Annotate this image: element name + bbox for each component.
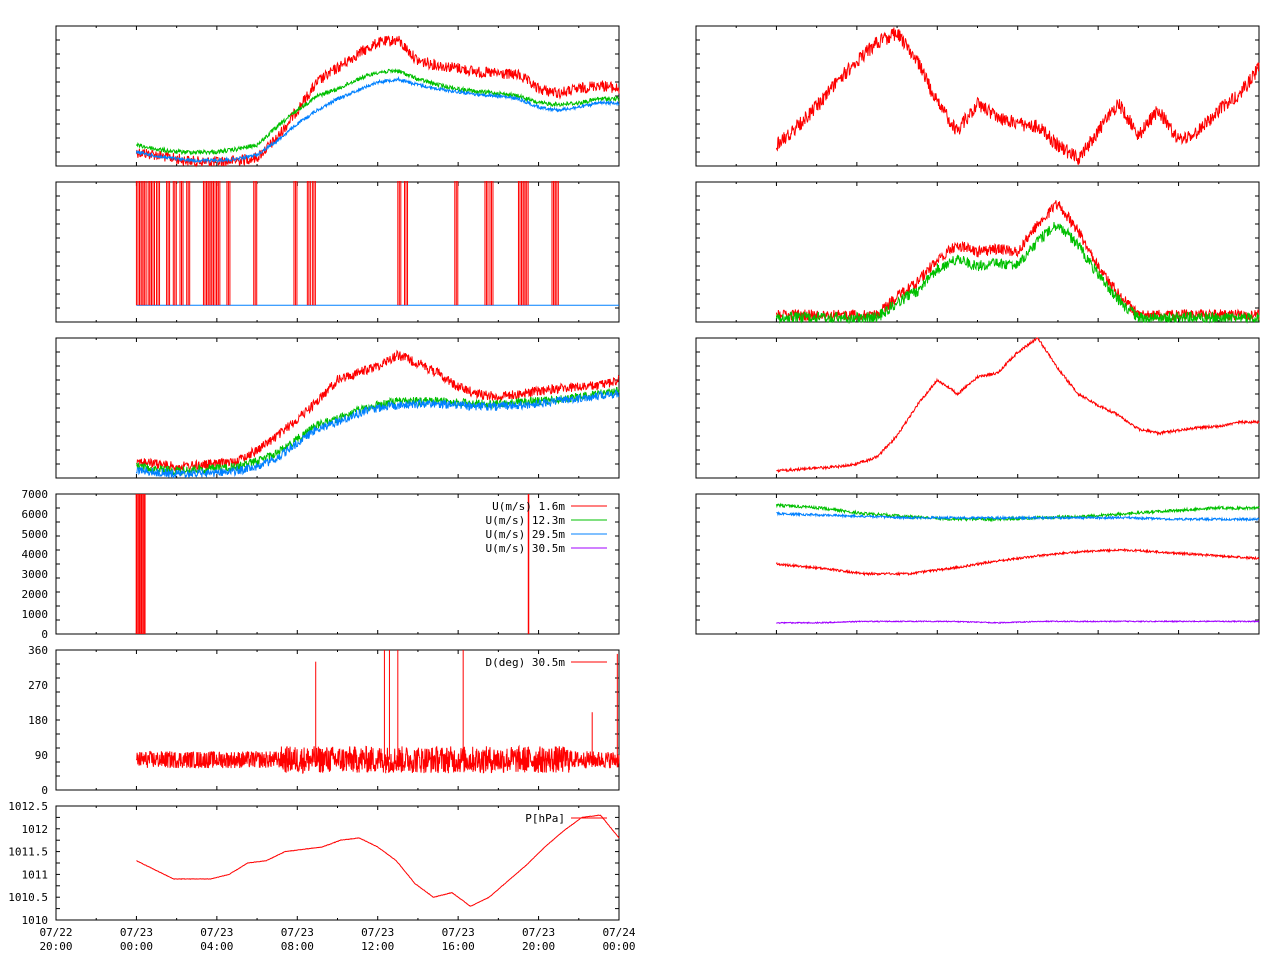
x-tick-label-time: 12:00 [361,940,394,953]
y-tick-label: 1010.5 [8,891,48,904]
series-line [776,619,1260,625]
series-line [136,814,620,907]
chart-right-2 [695,181,1260,324]
y-tick-label: 1011 [22,868,49,881]
series-line [776,511,1260,523]
legend-label: D(deg) 30.5m [486,656,566,669]
x-axis-labels: 07/2220:0007/2300:0007/2304:0007/2308:00… [39,926,635,953]
y-tick-label: 5000 [22,528,49,541]
series-purple [776,619,1260,625]
series-blue [135,75,620,164]
plot-frame [55,181,620,323]
series-red [136,814,620,907]
legend-entry: U(m/s) 29.5m [486,528,607,541]
legend-entry: P[hPa] [525,812,607,825]
series-blue [776,511,1260,523]
legend-label: U(m/s) 12.3m [486,514,566,527]
x-tick-label-date: 07/24 [602,926,635,939]
y-tick-label: 0 [41,784,48,797]
series-line [135,386,620,476]
legend-entry: U(m/s) 12.3m [486,514,607,527]
x-tick-label-date: 07/23 [200,926,233,939]
chart-left-3 [55,337,620,479]
legend-entry: U(m/s) 30.5m [486,542,607,555]
chart-right-4 [695,493,1260,635]
chart-right-3 [695,337,1260,479]
chart-left-1 [55,25,620,168]
x-tick-label-date: 07/23 [120,926,153,939]
plot-frame [695,337,1260,479]
series-red [136,349,620,472]
x-tick-label-date: 07/23 [522,926,555,939]
x-tick-label-date: 07/23 [442,926,475,939]
y-tick-label: 1000 [22,608,49,621]
x-tick-label-date: 07/22 [39,926,72,939]
y-tick-label: 6000 [22,508,49,521]
series-line [775,200,1260,323]
series-red [775,547,1260,577]
series-line [776,337,1260,474]
legend-label: U(m/s) 1.6m [492,500,565,513]
series-line [135,388,620,479]
series-red [135,650,620,774]
series-line [775,221,1260,324]
y-tick-label: 2000 [22,588,49,601]
x-tick-label-date: 07/23 [281,926,314,939]
series-red [135,181,559,306]
x-tick-label-time: 08:00 [281,940,314,953]
chart-left-6: 1010 1010.5 1011 1011.5 1012 1012.5 P[hPa] [8,800,620,927]
legend-entry: U(m/s) 1.6m [492,500,607,513]
x-tick-label-time: 20:00 [522,940,555,953]
y-tick-label: 1012.5 [8,800,48,813]
y-tick-label: 1012 [22,823,49,836]
y-tick-label: 1010 [22,914,49,927]
y-tick-label: 180 [28,714,48,727]
x-tick-label-time: 04:00 [200,940,233,953]
series-green [135,68,620,156]
y-tick-label: 0 [41,628,48,641]
series-red [775,27,1260,166]
y-tick-label: 360 [28,644,48,657]
series-line [136,349,620,472]
x-tick-label-date: 07/23 [361,926,394,939]
x-tick-label-time: 20:00 [39,940,72,953]
y-tick-label: 3000 [22,568,49,581]
y-tick-label: 4000 [22,548,49,561]
series-line [775,27,1260,166]
x-tick-label-time: 00:00 [602,940,635,953]
series-green [135,386,620,476]
series-line [135,68,620,156]
series-green [775,221,1260,324]
chart-left-2 [55,181,620,323]
series-line [775,547,1260,577]
legend-label: U(m/s) 30.5m [486,542,566,555]
y-tick-label: 7000 [22,488,49,501]
series-line [135,75,620,164]
chart-left-5: 0 90 180 270 360 D(deg) 30.5m [28,644,620,797]
y-tick-label: 270 [28,679,48,692]
legend-label: U(m/s) 29.5m [486,528,566,541]
series-red [135,35,620,168]
series-line [135,744,620,774]
x-tick-label-time: 16:00 [442,940,475,953]
series-red [776,337,1260,474]
plot-frame [55,337,620,479]
chart-left-4: 0 1000 2000 3000 4000 5000 6000 7000 U(m/s) 1.6m… [22,488,620,641]
chart-right-1 [695,25,1260,167]
y-tick-label: 1011.5 [8,846,48,859]
series-line [135,35,620,168]
series-blue [135,388,620,479]
y-tick-label: 90 [35,749,48,762]
series-red [775,200,1260,323]
legend-entry: D(deg) 30.5m [486,656,607,669]
legend-label: P[hPa] [525,812,565,825]
x-tick-label-time: 00:00 [120,940,153,953]
series-red [135,494,530,634]
